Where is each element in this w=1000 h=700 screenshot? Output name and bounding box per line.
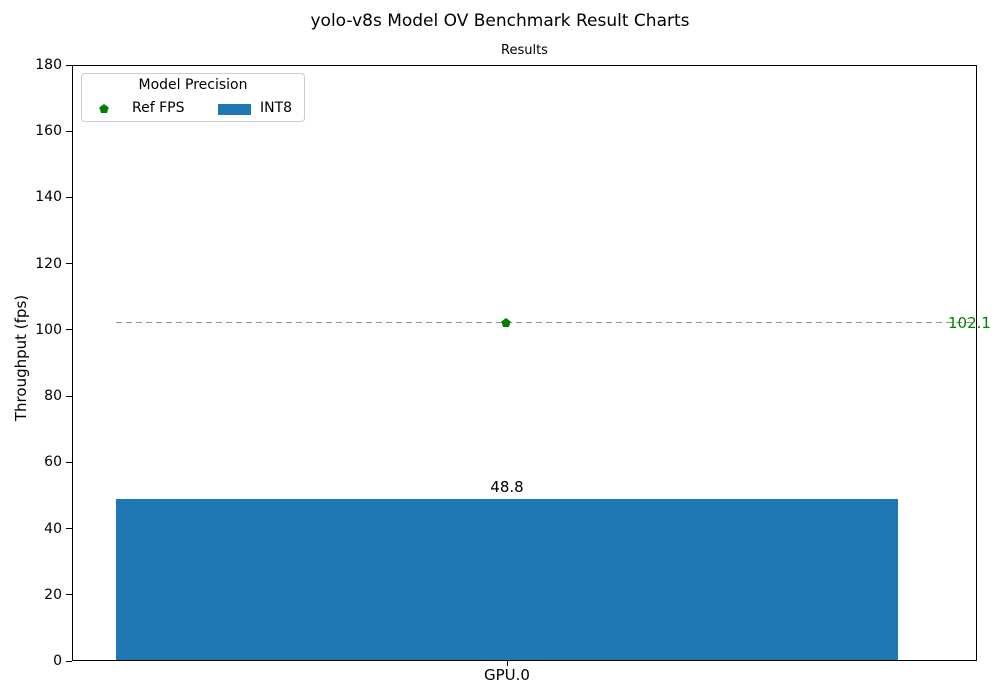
x-tick-label-gpu0: GPU.0 [484,666,530,684]
axes-title: Results [501,43,548,58]
y-tick-label: 100 [35,322,62,338]
legend-bar-swatch [218,104,251,115]
y-tick-mark [66,528,72,529]
y-tick-mark [66,65,72,66]
y-tick-mark [66,396,72,397]
y-tick-label: 60 [44,454,62,470]
y-tick-label: 40 [44,521,62,537]
y-tick-label: 20 [44,587,62,603]
x-tick-mark [507,661,508,666]
reference-line [116,322,977,323]
y-tick-label: 140 [35,189,62,205]
reference-value-label: 102.1 [948,314,991,332]
bar-value-label: 48.8 [490,478,524,496]
y-tick-mark [66,594,72,595]
y-tick-mark [66,131,72,132]
pentagon-marker-icon [501,318,511,328]
legend-label-int8: INT8 [260,100,293,116]
y-tick-label: 120 [35,256,62,272]
legend-title: Model Precision [138,77,248,93]
legend-label-ref-fps: Ref FPS [132,100,185,116]
y-tick-label: 160 [35,123,62,139]
y-tick-mark [66,197,72,198]
bar-int8-gpu0 [116,499,898,661]
legend-pentagon-icon [99,104,109,114]
legend: Model Precision Ref FPS INT8 [81,73,305,122]
y-tick-mark [66,263,72,264]
y-tick-mark [66,462,72,463]
figure-title: yolo-v8s Model OV Benchmark Result Chart… [310,11,690,31]
y-tick-label: 0 [53,653,62,669]
y-tick-mark [66,661,72,662]
y-tick-mark [66,329,72,330]
y-tick-label: 80 [44,388,62,404]
y-tick-label: 180 [35,57,62,73]
